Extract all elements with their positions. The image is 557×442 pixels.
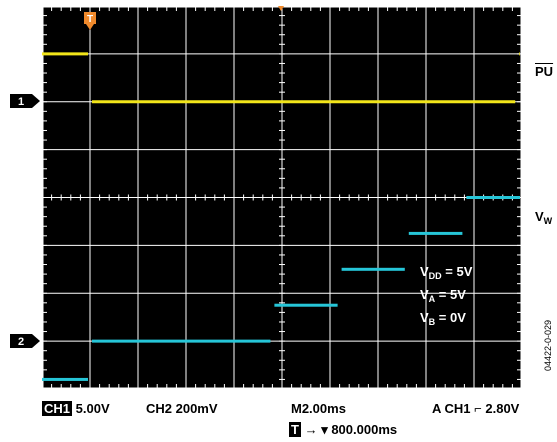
ch2-trace-segment — [408, 231, 463, 235]
timebase-status: M2.00ms — [291, 401, 346, 416]
ch2-trace-segment — [466, 196, 520, 199]
vb-annotation: VB = 0V — [420, 310, 466, 327]
svg-text:T: T — [87, 14, 93, 25]
trigger-position-status: T → ▾ 800.000ms — [289, 422, 398, 437]
ch2-trace-segment — [274, 303, 338, 307]
channel-2-marker: 2 — [10, 334, 40, 348]
ch1-trace-segment — [92, 100, 516, 104]
ch1-trace-segment — [519, 52, 520, 56]
trigger-tag: T — [289, 422, 301, 437]
pu-label: PU — [535, 64, 554, 79]
ch1-tag: CH1 — [42, 401, 73, 416]
channel-markers: 1 2 T — [10, 6, 284, 348]
ch1-status: CH1 5.00V — [42, 401, 110, 416]
ch2-trace-segment — [341, 267, 405, 271]
ch2-status: CH2 200mV — [146, 401, 218, 416]
vdd-annotation: VDD = 5V — [420, 264, 473, 281]
ch2-trace-segment — [92, 339, 271, 343]
va-annotation: VA = 5V — [420, 287, 466, 304]
traces — [42, 52, 520, 381]
channel-1-marker: 1 — [10, 94, 40, 108]
figure-id: 04422-0-029 — [543, 320, 553, 372]
svg-text:1: 1 — [18, 96, 24, 108]
ch1-scale: 5.00V — [75, 401, 110, 416]
trigger-status: A CH1 ⌐ 2.80V — [432, 401, 520, 416]
falling-edge-icon: ⌐ — [474, 401, 482, 416]
svg-text:2: 2 — [18, 336, 24, 348]
trigger-position-marker: T — [84, 12, 96, 30]
vw-label: VW — [535, 209, 553, 226]
time-origin-marker — [278, 6, 284, 11]
ch1-trace-segment — [42, 52, 88, 56]
ch2-trace-segment — [42, 377, 88, 381]
